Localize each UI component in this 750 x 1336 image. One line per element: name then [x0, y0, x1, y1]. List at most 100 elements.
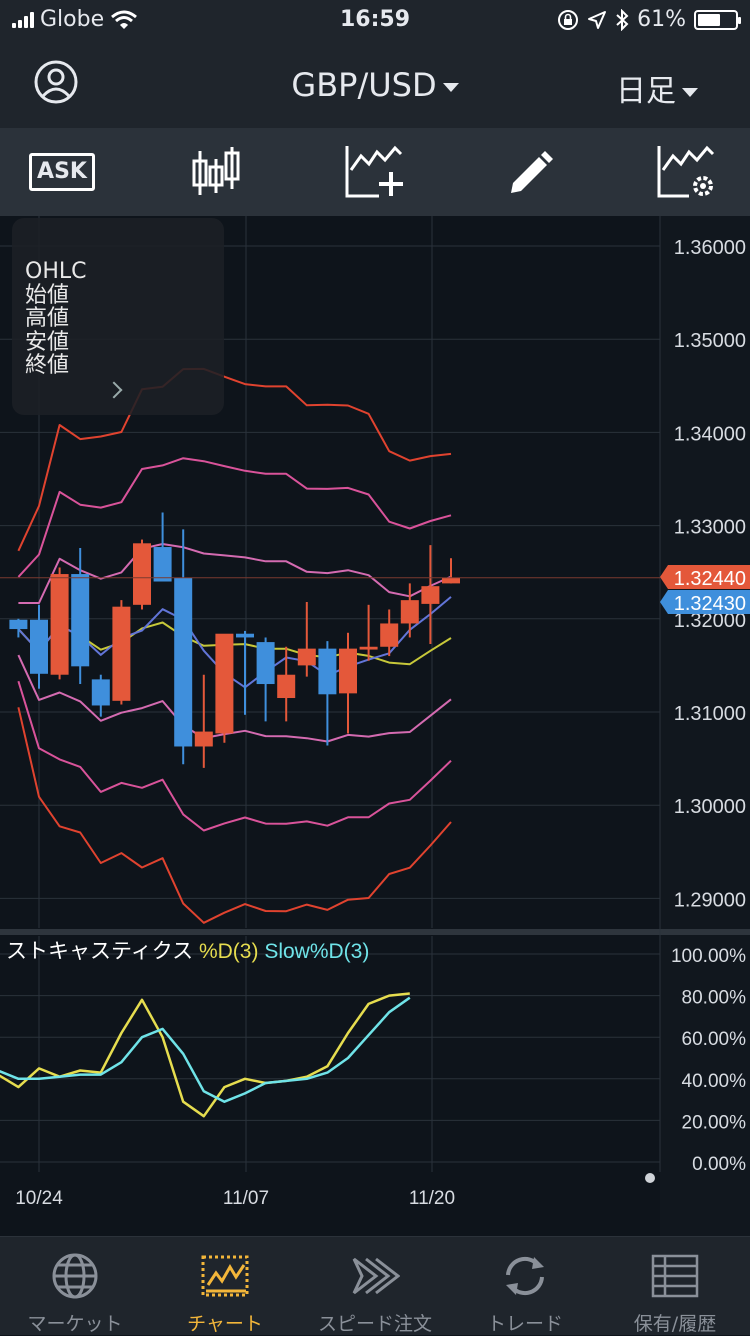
price-tag — [660, 565, 750, 589]
candle-body — [297, 648, 316, 666]
battery-level — [698, 13, 720, 26]
candle — [442, 558, 460, 584]
signal-icon — [12, 11, 34, 28]
carrier-name: Globe — [40, 7, 105, 32]
chevron-down-icon — [442, 82, 459, 92]
candle-body — [91, 679, 110, 706]
stochastic-tick-label: 40.00% — [682, 1071, 747, 1092]
price-tag — [660, 590, 750, 614]
chart-icon — [201, 1255, 249, 1297]
stochastic-d-line — [0, 992, 410, 1118]
account-icon[interactable] — [34, 60, 78, 104]
candle-body — [215, 633, 234, 734]
stochastic-tick-label: 80.00% — [682, 988, 747, 1009]
candle — [91, 674, 110, 717]
candle — [133, 539, 151, 610]
date-tick-label: 11/07 — [223, 1188, 269, 1209]
tab-label: 保有/履歴 — [633, 1313, 717, 1335]
candle — [277, 646, 296, 722]
battery-percent: 61% — [637, 7, 686, 32]
history-icon — [651, 1254, 699, 1298]
price-tick-label: 1.29000 — [674, 889, 746, 911]
candle — [50, 567, 69, 680]
tab-market[interactable]: マーケット — [0, 1237, 150, 1335]
bollinger-upper-1 — [18, 543, 452, 604]
ask-label: ASK — [29, 153, 95, 191]
candle — [236, 630, 254, 715]
tab-chart[interactable]: チャート — [150, 1237, 300, 1335]
bollinger-lower-3 — [17, 707, 452, 924]
ohlc-line: 始値 — [25, 282, 70, 308]
ohlc-panel[interactable]: OHLC 始値 高値 安値 終値 — [12, 218, 224, 415]
ask-button[interactable]: ASK — [29, 142, 95, 202]
price-tick-label: 1.33000 — [674, 517, 746, 539]
tab-bar: マーケット チャート スピード注文 トレード 保有/履歴 — [0, 1236, 750, 1335]
price-tick-label: 1.35000 — [674, 330, 746, 352]
indicator-settings-button[interactable] — [654, 142, 718, 202]
pair-selector[interactable]: GBP/USD — [0, 66, 750, 104]
battery-icon — [694, 9, 741, 30]
candle — [318, 641, 337, 746]
scroll-indicator — [645, 1173, 655, 1183]
candle-body — [236, 633, 254, 638]
price-tick-label: 1.34000 — [674, 423, 746, 445]
stochastic-tick-label: 100.00% — [671, 946, 746, 967]
chevron-down-icon — [682, 88, 698, 97]
candle — [174, 529, 193, 765]
ohlc-line: 高値 — [25, 306, 70, 331]
globe-icon — [52, 1253, 98, 1299]
rotation-lock-icon — [558, 9, 579, 30]
candle-body — [9, 619, 28, 630]
candle-body — [112, 606, 131, 701]
stochastic-tick-label: 60.00% — [682, 1029, 747, 1050]
candle — [256, 637, 275, 722]
candle-body — [380, 623, 399, 647]
draw-button[interactable] — [498, 142, 562, 202]
location-icon — [588, 10, 607, 29]
price-tag-label: 1.32430 — [674, 593, 746, 615]
add-indicator-button[interactable] — [342, 142, 406, 202]
stochastic-tick-label: 0.00% — [692, 1154, 746, 1175]
tab-label: マーケット — [27, 1313, 123, 1335]
tab-history[interactable]: 保有/履歴 — [600, 1237, 750, 1335]
tab-label: トレード — [486, 1313, 563, 1335]
candle — [359, 604, 378, 661]
carrier: Globe — [12, 7, 138, 32]
candle — [400, 583, 419, 638]
tab-trade[interactable]: トレード — [450, 1237, 600, 1335]
ohlc-line: OHLC — [25, 259, 87, 284]
indicator-settings-icon — [657, 145, 715, 198]
candle — [297, 602, 316, 677]
candle-body — [71, 574, 90, 667]
ohlc-line: 安値 — [25, 329, 70, 355]
candle-body — [421, 586, 440, 604]
add-indicator-icon — [345, 145, 403, 198]
tab-label: チャート — [187, 1313, 263, 1335]
chart-area[interactable]: 1.36000 1.35000 1.34000 1.33000 1.32000 1.310… — [0, 216, 750, 1236]
candle-body — [50, 574, 69, 675]
bluetooth-icon — [616, 8, 629, 31]
candle-body — [318, 648, 337, 695]
date-tick-label: 10/24 — [15, 1188, 63, 1209]
price-tag-label: 1.32440 — [674, 568, 746, 590]
bollinger-lower-2 — [17, 680, 452, 832]
period-selector[interactable]: 日足 — [616, 66, 698, 110]
trade-icon — [506, 1256, 544, 1296]
chevron-right-icon[interactable] — [105, 381, 123, 399]
chart-toolbar: ASK — [0, 128, 750, 216]
period-label: 日足 — [616, 74, 676, 109]
candle-body — [153, 547, 172, 582]
candle-body — [339, 648, 357, 694]
pane-divider — [0, 929, 750, 935]
bollinger-lower-1 — [17, 654, 452, 743]
ohlc-lines: OHLC 始値 高値 安値 終値 — [25, 260, 86, 378]
candle — [215, 633, 234, 743]
tab-label: スピード注文 — [317, 1313, 432, 1335]
date-tick-label: 11/20 — [409, 1188, 455, 1209]
moving-average-fast — [17, 596, 452, 689]
candle-body — [194, 731, 213, 747]
speed-order-icon — [352, 1257, 400, 1295]
candlestick-type-button[interactable] — [184, 142, 248, 202]
tab-speed-order[interactable]: スピード注文 — [300, 1237, 450, 1335]
status-right: 61% — [557, 7, 741, 32]
